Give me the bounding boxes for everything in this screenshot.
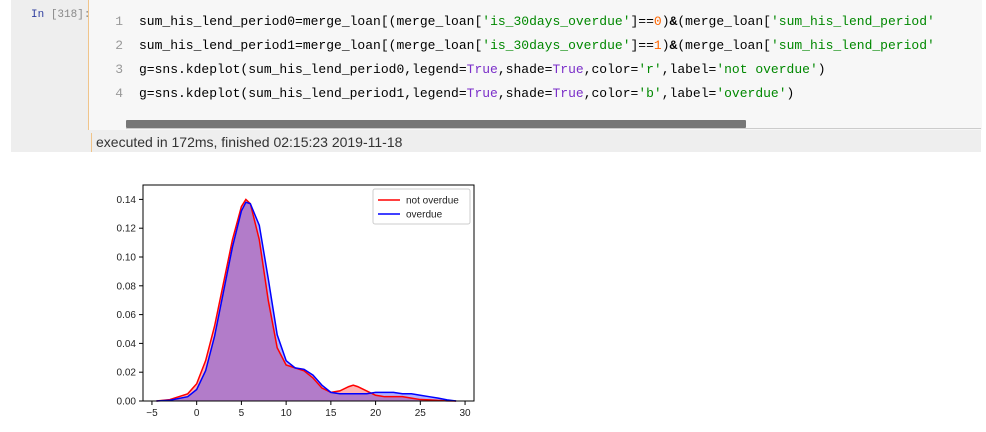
code-token: (merge_loan[ — [677, 38, 771, 53]
legend-label-1: overdue — [406, 210, 443, 221]
legend-box — [372, 188, 471, 225]
code-token: ]== — [630, 14, 654, 29]
plot-frame — [142, 184, 475, 402]
y-tick-label: 0.04 — [117, 339, 137, 350]
series-line-0 — [156, 198, 457, 402]
code-token: ) — [786, 86, 795, 101]
line-number: 2 — [115, 38, 123, 53]
kde-plot: −5 0 5 10 15 20 25 30 0.00 0.02 0.04 0.06 0.08 0.10 0.… — [100, 180, 490, 425]
line-number: 3 — [115, 62, 123, 77]
code-token: ,label= — [661, 62, 717, 77]
code-token: True — [466, 86, 498, 101]
x-tick-label: 30 — [459, 408, 471, 419]
y-tick-label: 0.14 — [117, 195, 137, 206]
code-token: sum_his_lend_period0=merge_loan[(merge_l… — [139, 14, 483, 29]
code-token: & — [669, 38, 678, 53]
horizontal-scrollbar-thumb[interactable] — [126, 120, 746, 128]
code-token: 'r' — [638, 62, 662, 77]
code-token: sum_his_lend_period1=merge_loan[(merge_l… — [139, 38, 483, 53]
x-tick-label: 0 — [194, 408, 200, 419]
series-line-1 — [156, 201, 457, 402]
line-number: 1 — [115, 14, 123, 29]
x-tick-label: 25 — [415, 408, 427, 419]
horizontal-scroll-track[interactable] — [126, 128, 981, 129]
code-token: True — [466, 62, 498, 77]
code-token: (merge_loan[ — [677, 14, 771, 29]
x-tick-label: 15 — [325, 408, 337, 419]
y-tick-label: 0.08 — [117, 281, 137, 292]
code-token: & — [669, 14, 678, 29]
x-tick-label: 5 — [239, 408, 245, 419]
code-token: 'is_30days_overdue' — [482, 38, 631, 53]
input-prompt: In [318]: — [31, 9, 90, 21]
prompt-number: [318]: — [50, 9, 91, 21]
code-token: ,color= — [583, 62, 639, 77]
code-token: 1 — [653, 38, 662, 53]
y-tick-label: 0.02 — [117, 368, 137, 379]
y-tick-label: 0.12 — [117, 224, 137, 235]
x-tick-label: 10 — [281, 408, 293, 419]
x-tick-label: −5 — [146, 408, 158, 419]
code-token: ) — [817, 62, 826, 77]
code-line: g=sns.kdeplot(sum_his_lend_period0,legen… — [139, 58, 977, 82]
code-token: 'sum_his_lend_period' — [770, 14, 935, 29]
code-token: ,color= — [583, 86, 639, 101]
y-tick-label: 0.06 — [117, 310, 137, 321]
code-token: ,shade= — [497, 62, 553, 77]
code-token: ]== — [630, 38, 654, 53]
code-token: ,shade= — [497, 86, 553, 101]
kde-chart-svg: −5 0 5 10 15 20 25 30 0.00 0.02 0.04 0.06 0.08 0.10 0.… — [117, 184, 475, 419]
legend-label-0: not overdue — [406, 196, 459, 207]
code-token: 'is_30days_overdue' — [482, 14, 631, 29]
line-number-gutter: 1 2 3 4 — [89, 10, 123, 106]
code-token: 'not overdue' — [716, 62, 818, 77]
code-token: ,label= — [661, 86, 717, 101]
code-token: 'b' — [638, 86, 662, 101]
code-token: 'overdue' — [716, 86, 787, 101]
line-number: 4 — [115, 86, 123, 101]
code-token: g=sns.kdeplot(sum_his_lend_period0,legen… — [139, 62, 467, 77]
x-tick-label: 20 — [370, 408, 382, 419]
code-line: sum_his_lend_period0=merge_loan[(merge_l… — [139, 10, 977, 34]
code-token: ) — [661, 38, 670, 53]
code-token: 'sum_his_lend_period' — [770, 38, 935, 53]
prompt-label: In — [31, 9, 45, 21]
code-token: True — [552, 86, 584, 101]
code-token: g=sns.kdeplot(sum_his_lend_period1,legen… — [139, 86, 467, 101]
code-line: g=sns.kdeplot(sum_his_lend_period1,legen… — [139, 82, 977, 106]
y-tick-label: 0.00 — [117, 397, 137, 408]
code-token: True — [552, 62, 584, 77]
code-token: 0 — [653, 14, 662, 29]
code-token: ) — [661, 14, 670, 29]
code-editor[interactable]: 1 2 3 4 sum_his_lend_period0=merge_loan[… — [88, 0, 982, 130]
series-fill-1 — [156, 202, 457, 401]
execution-info: executed in 172ms, finished 02:15:23 201… — [91, 133, 402, 152]
code-area[interactable]: sum_his_lend_period0=merge_loan[(merge_l… — [139, 10, 977, 106]
notebook-cell[interactable]: In [318]: 1 2 3 4 sum_his_lend_period0=m… — [11, 0, 982, 152]
code-line: sum_his_lend_period1=merge_loan[(merge_l… — [139, 34, 977, 58]
y-tick-label: 0.10 — [117, 253, 137, 264]
